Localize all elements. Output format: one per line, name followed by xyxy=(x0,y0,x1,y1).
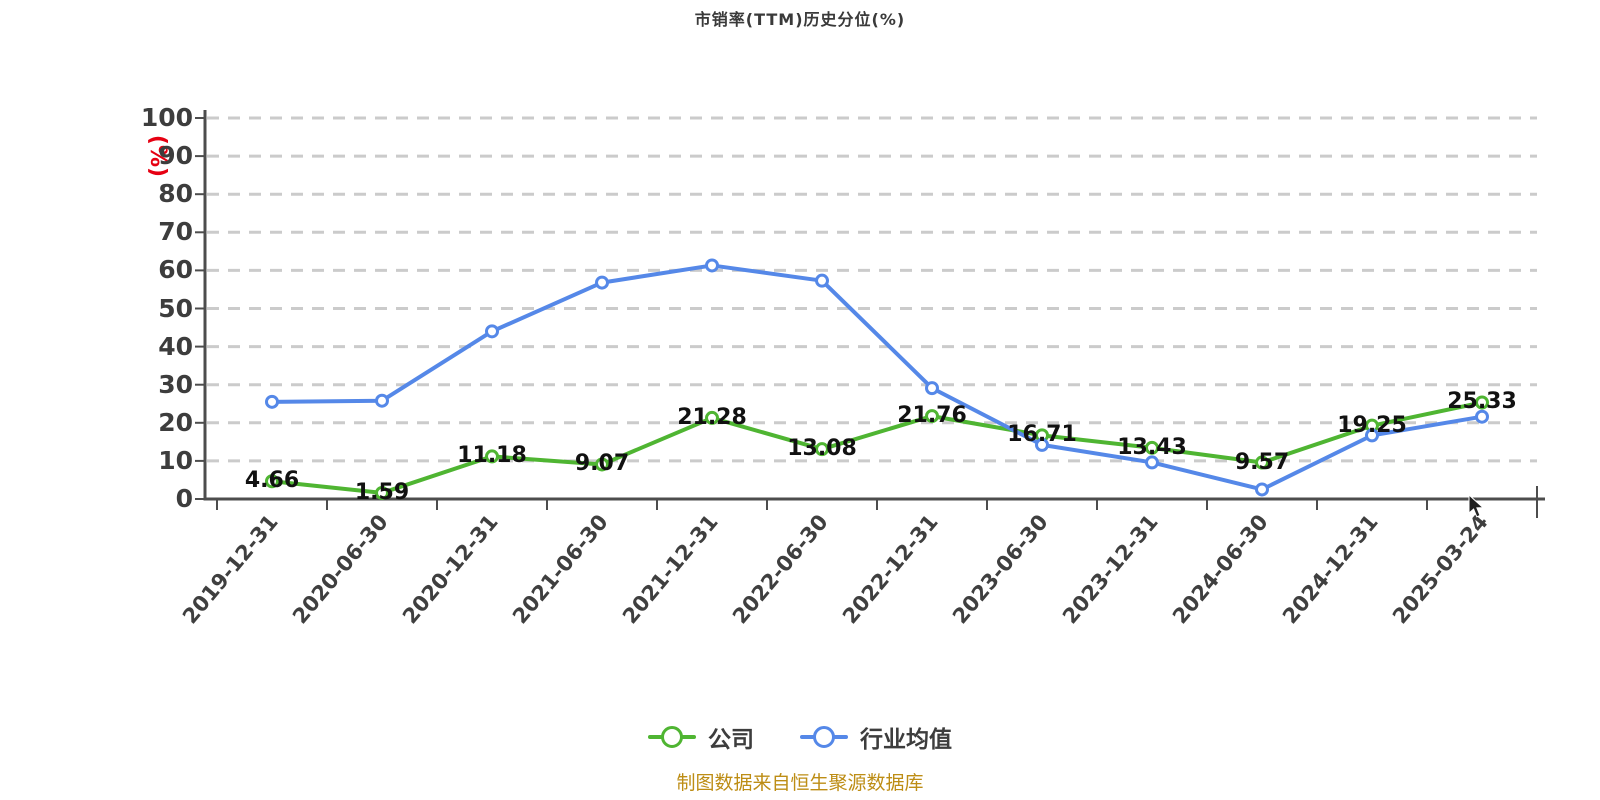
legend-item-company[interactable]: 公司 xyxy=(648,720,754,754)
chart-title: 市销率(TTM)历史分位(%) xyxy=(694,10,906,29)
company-series-markers xyxy=(265,395,1489,500)
legend-item-label: 公司 xyxy=(708,727,754,753)
y-tick-label: 70 xyxy=(158,217,193,247)
data-point-label: 13.08 xyxy=(787,436,857,462)
data-point-label: 25.33 xyxy=(1447,389,1517,415)
data-point-label: 21.28 xyxy=(677,404,747,430)
y-tick-label: 60 xyxy=(158,255,193,285)
data-point-label: 4.66 xyxy=(244,468,300,494)
y-tick-label: 10 xyxy=(158,445,193,475)
data-source-note: 制图数据来自恒生聚源数据库 xyxy=(676,772,924,794)
gridlines xyxy=(207,116,1537,463)
data-point-label: 21.76 xyxy=(897,403,967,429)
legend: 公司 行业均值 xyxy=(0,720,1600,754)
industry-series-markers xyxy=(265,258,1489,497)
data-point-label: 16.71 xyxy=(1007,422,1077,448)
y-tick-label: 50 xyxy=(158,293,193,323)
company-series-line xyxy=(270,400,1484,495)
y-tick-label: 80 xyxy=(158,179,193,209)
y-tick-label: 40 xyxy=(158,331,193,361)
y-tick-label: 90 xyxy=(158,141,193,171)
mouse-cursor-icon xyxy=(1468,494,1485,518)
data-point-label: 11.18 xyxy=(457,443,527,469)
industry-series-line xyxy=(270,263,1484,492)
y-tick-label: 100 xyxy=(140,103,193,132)
y-tick-label: 0 xyxy=(175,484,193,513)
company-line-marker-icon xyxy=(648,726,696,748)
data-point-label: 9.07 xyxy=(574,451,630,477)
data-point-label: 9.57 xyxy=(1234,449,1290,475)
y-tick-label: 20 xyxy=(158,407,193,437)
legend-item-label: 行业均值 xyxy=(860,727,952,753)
industry-line-marker-icon xyxy=(800,726,848,748)
legend-item-industry-average[interactable]: 行业均值 xyxy=(800,720,952,754)
y-tick-label: 30 xyxy=(158,369,193,399)
axes xyxy=(195,110,1545,518)
data-point-label: 1.59 xyxy=(354,479,410,505)
data-point-label: 19.25 xyxy=(1337,412,1407,438)
data-point-label: 13.43 xyxy=(1117,434,1187,460)
